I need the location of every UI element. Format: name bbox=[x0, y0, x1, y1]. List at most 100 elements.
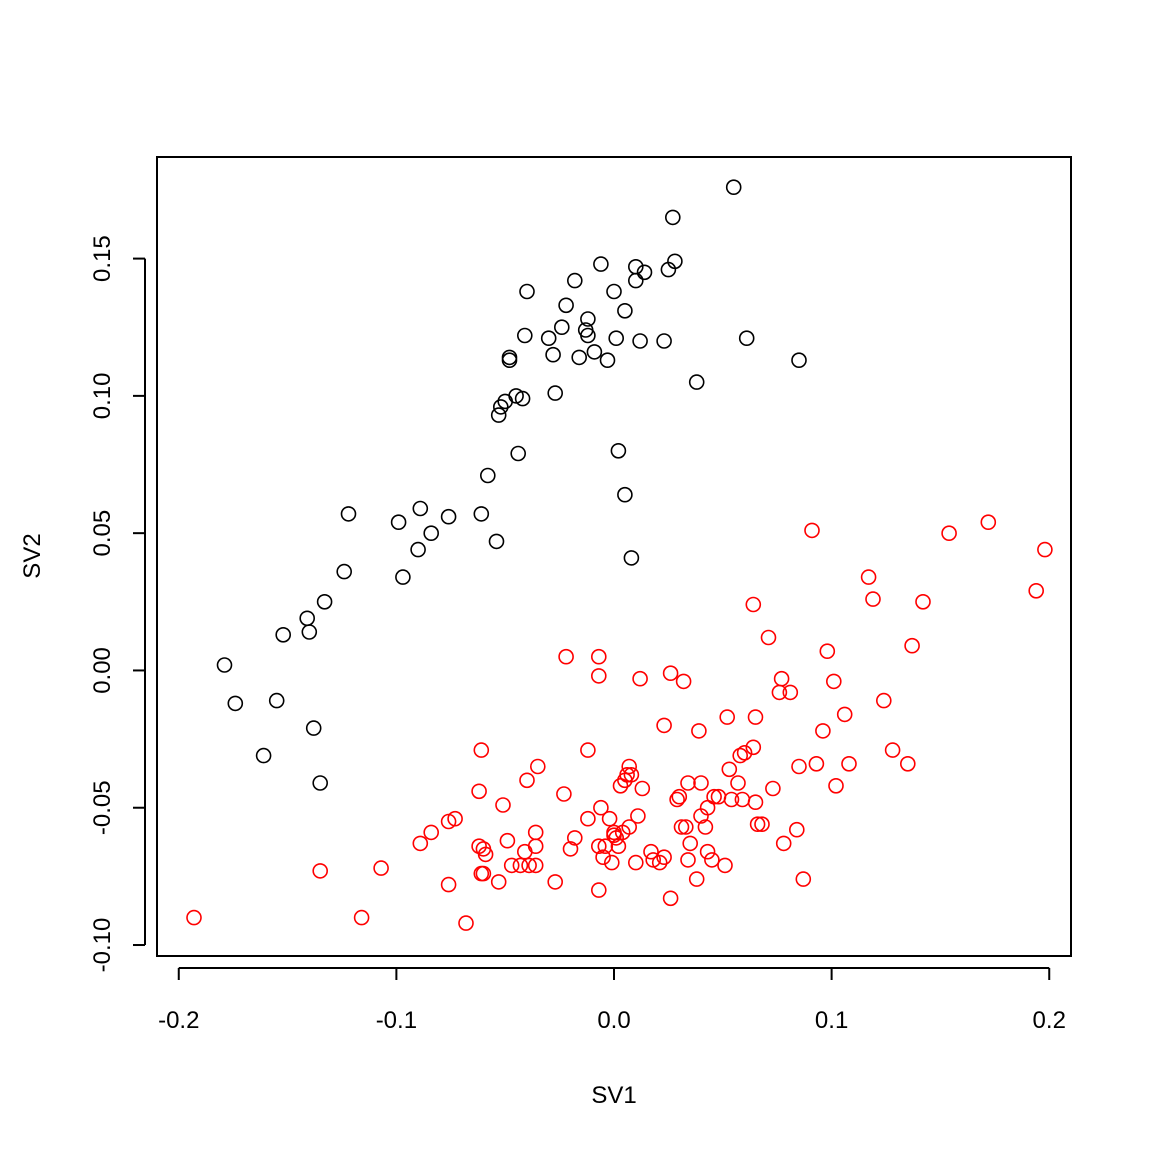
data-point bbox=[492, 399, 509, 415]
data-point bbox=[775, 835, 792, 852]
data-point bbox=[336, 563, 353, 580]
data-point bbox=[760, 629, 777, 646]
x-tick-label: 0.0 bbox=[597, 1007, 630, 1034]
data-point bbox=[473, 506, 490, 522]
data-point bbox=[558, 648, 574, 665]
data-point bbox=[773, 670, 790, 687]
data-point bbox=[275, 626, 292, 643]
y-axis-label: SV2 bbox=[19, 533, 46, 578]
data-point bbox=[395, 569, 411, 585]
data-point bbox=[688, 871, 705, 887]
data-point bbox=[730, 775, 746, 791]
data-point bbox=[791, 758, 807, 775]
data-point bbox=[593, 799, 609, 816]
data-point bbox=[312, 775, 329, 791]
data-point bbox=[440, 508, 457, 525]
x-tick-label: 0.1 bbox=[815, 1007, 848, 1034]
data-point bbox=[980, 514, 997, 531]
data-point bbox=[675, 673, 692, 690]
data-point bbox=[749, 816, 766, 833]
data-point bbox=[566, 272, 583, 289]
data-point bbox=[186, 909, 202, 926]
data-point bbox=[556, 786, 572, 802]
data-point bbox=[566, 830, 583, 846]
x-tick-label: -0.1 bbox=[376, 1007, 417, 1034]
data-point bbox=[699, 843, 716, 860]
data-point bbox=[819, 643, 836, 660]
data-point bbox=[490, 874, 507, 890]
data-point bbox=[621, 819, 638, 835]
data-point bbox=[227, 695, 244, 712]
data-point bbox=[617, 486, 633, 503]
data-point bbox=[704, 852, 720, 868]
data-point bbox=[623, 766, 640, 783]
y-axis: -0.10 -0.05 0.00 0.05 0.10 0.15 bbox=[89, 235, 146, 972]
data-point bbox=[477, 846, 494, 863]
data-point bbox=[630, 808, 646, 824]
data-point bbox=[447, 810, 463, 827]
data-point bbox=[860, 569, 877, 585]
data-point bbox=[754, 816, 770, 833]
data-point bbox=[782, 684, 799, 701]
data-point bbox=[606, 283, 622, 300]
data-point bbox=[490, 407, 507, 423]
data-point bbox=[603, 854, 620, 871]
data-point bbox=[725, 179, 742, 195]
data-point bbox=[643, 843, 659, 860]
data-point bbox=[617, 302, 633, 319]
data-point bbox=[621, 758, 638, 775]
data-point bbox=[580, 311, 596, 327]
data-point bbox=[747, 794, 764, 811]
data-point bbox=[458, 915, 474, 931]
data-point bbox=[610, 838, 627, 855]
data-point bbox=[547, 874, 564, 890]
data-point bbox=[691, 723, 707, 739]
data-point bbox=[510, 445, 527, 462]
data-point bbox=[255, 747, 272, 764]
data-point bbox=[941, 525, 957, 542]
data-point bbox=[884, 742, 901, 758]
data-point bbox=[529, 758, 546, 775]
data-point bbox=[680, 852, 696, 868]
data-point bbox=[791, 352, 807, 369]
data-point bbox=[719, 709, 736, 725]
data-point bbox=[836, 706, 853, 723]
data-point bbox=[697, 819, 714, 835]
data-point bbox=[590, 668, 607, 684]
data-point bbox=[788, 821, 805, 838]
data-point bbox=[540, 330, 557, 347]
data-point bbox=[353, 909, 370, 926]
data-point bbox=[795, 871, 812, 887]
data-point bbox=[680, 775, 696, 791]
data-point bbox=[1028, 582, 1044, 599]
data-point bbox=[682, 835, 699, 852]
data-point bbox=[312, 863, 329, 879]
data-point bbox=[479, 467, 496, 484]
data-point bbox=[865, 591, 881, 607]
data-point bbox=[527, 838, 544, 855]
data-point bbox=[527, 857, 544, 874]
data-point bbox=[904, 637, 920, 654]
data-point bbox=[693, 775, 709, 791]
data-point bbox=[547, 385, 564, 401]
data-point bbox=[745, 596, 762, 613]
data-point bbox=[390, 514, 407, 531]
data-point bbox=[216, 657, 233, 673]
data-point bbox=[503, 857, 520, 874]
data-point bbox=[268, 692, 285, 709]
data-point bbox=[301, 624, 318, 640]
data-point bbox=[595, 849, 611, 866]
data-point bbox=[677, 819, 694, 835]
data-point bbox=[580, 742, 596, 758]
data-point bbox=[305, 720, 322, 736]
data-point bbox=[651, 854, 668, 871]
y-tick-label: 0.15 bbox=[89, 235, 116, 282]
data-point bbox=[717, 857, 733, 874]
plot-frame bbox=[156, 156, 1072, 957]
data-point bbox=[488, 533, 505, 550]
data-point bbox=[815, 723, 831, 739]
data-point bbox=[440, 876, 457, 893]
data-point bbox=[623, 550, 640, 566]
data-point bbox=[610, 442, 627, 459]
